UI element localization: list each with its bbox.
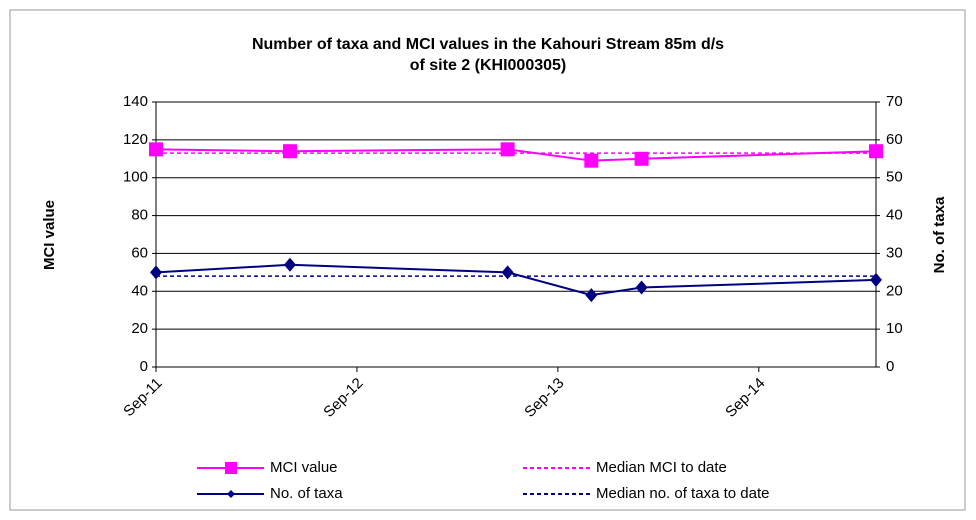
y2-tick-label: 50 <box>886 169 903 186</box>
y-tick-label: 0 <box>140 358 148 375</box>
legend-label: No. of taxa <box>270 485 343 502</box>
marker <box>282 144 297 159</box>
y-tick-label: 120 <box>123 131 148 148</box>
legend-marker <box>225 462 237 474</box>
marker <box>501 265 514 280</box>
marker <box>634 151 649 166</box>
y2-tick-label: 70 <box>886 93 903 110</box>
legend-label: Median no. of taxa to date <box>596 485 769 502</box>
y-tick-label: 80 <box>131 207 148 224</box>
series-line <box>155 148 877 162</box>
legend-label: Median MCI to date <box>596 459 727 476</box>
marker <box>584 153 599 168</box>
y2-tick-label: 20 <box>886 282 903 299</box>
y-tick-label: 40 <box>131 282 148 299</box>
legend-label: MCI value <box>270 459 338 476</box>
chart-title: Number of taxa and MCI values in the Kah… <box>252 36 724 53</box>
y-tick-label: 140 <box>123 93 148 110</box>
chart-title: of site 2 (KHI000305) <box>410 57 567 74</box>
marker <box>869 144 883 159</box>
y2-tick-label: 10 <box>886 320 903 337</box>
series-line <box>155 263 877 297</box>
chart-frame <box>9 9 966 511</box>
y-tick-label: 100 <box>123 169 148 186</box>
y2-tick-label: 0 <box>886 358 894 375</box>
y-tick-label: 20 <box>131 320 148 337</box>
marker <box>635 280 648 295</box>
marker <box>585 288 598 303</box>
y-tick-label: 60 <box>131 244 148 261</box>
y-axis-title: MCI value <box>41 200 58 270</box>
y2-axis-title: No. of taxa <box>931 196 948 273</box>
legend-marker <box>227 490 235 498</box>
y2-tick-label: 60 <box>886 131 903 148</box>
marker <box>149 142 163 157</box>
marker <box>283 257 296 272</box>
y2-tick-label: 30 <box>886 244 903 261</box>
y2-tick-label: 40 <box>886 207 903 224</box>
marker <box>500 142 515 157</box>
